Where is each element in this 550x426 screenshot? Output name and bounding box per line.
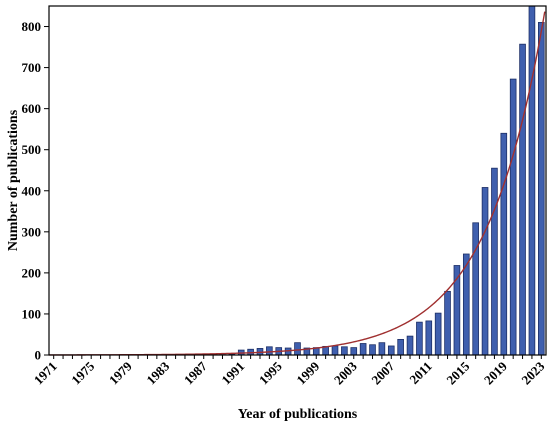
x-tick-label: 2019 (481, 358, 510, 387)
y-tick-label: 400 (22, 183, 42, 198)
y-tick-label: 300 (22, 224, 42, 239)
bar-2022 (528, 5, 536, 356)
x-tick-label: 2007 (368, 358, 397, 387)
y-tick-label: 600 (22, 101, 42, 116)
y-axis-title: Number of publications (6, 109, 21, 251)
bar-2010 (416, 321, 423, 356)
exponential-trendline (49, 11, 546, 356)
bar-2005 (369, 344, 376, 356)
bar-2001 (331, 345, 339, 356)
bar-series (209, 5, 545, 356)
x-tick-label: 1971 (31, 359, 60, 388)
bar-2016 (472, 222, 479, 356)
x-tick-label: 2023 (518, 358, 547, 387)
x-axis-title: Year of publications (238, 407, 358, 422)
x-tick-label: 1975 (68, 358, 97, 387)
x-tick-label: 1979 (106, 358, 135, 387)
bar-1994 (266, 346, 273, 356)
bar-2007 (387, 345, 395, 356)
bar-2013 (444, 290, 451, 356)
y-tick-label: 0 (35, 348, 42, 363)
bar-2002 (341, 346, 348, 356)
x-tick-label: 2011 (406, 359, 434, 387)
bar-2006 (378, 342, 386, 356)
bar-2008 (397, 338, 404, 356)
bar-2004 (359, 343, 367, 356)
y-tick-label: 800 (22, 19, 42, 34)
y-tick-label: 700 (22, 60, 42, 75)
bar-2012 (434, 312, 442, 356)
x-tick-label: 1983 (143, 358, 172, 387)
bar-2003 (350, 347, 358, 356)
bar-2009 (406, 335, 414, 356)
bar-2017 (481, 187, 489, 356)
x-axis: 1971 1975 1979 1983 1987 1991 1995 1999 2003 2007… (31, 355, 548, 388)
y-tick-label: 500 (22, 142, 42, 157)
x-tick-label: 1987 (181, 358, 210, 387)
y-tick-label: 200 (22, 265, 42, 280)
y-axis: 0 100 200 300 400 500 600 700 800 (22, 19, 49, 363)
x-tick-label: 2003 (331, 358, 360, 387)
bar-2019 (500, 132, 508, 356)
x-tick-label: 1995 (256, 358, 285, 387)
bar-2020 (509, 78, 517, 356)
bar-2018 (491, 167, 498, 356)
y-tick-label: 100 (22, 306, 42, 321)
x-tick-label: 2015 (443, 358, 472, 387)
x-tick-label: 1991 (218, 359, 247, 388)
bar-2023 (538, 22, 545, 356)
x-tick-label: 1999 (293, 358, 322, 387)
plot-frame (48, 5, 547, 356)
bar-1997 (294, 342, 301, 356)
bar-2021 (519, 43, 526, 356)
bar-2011 (425, 320, 433, 356)
